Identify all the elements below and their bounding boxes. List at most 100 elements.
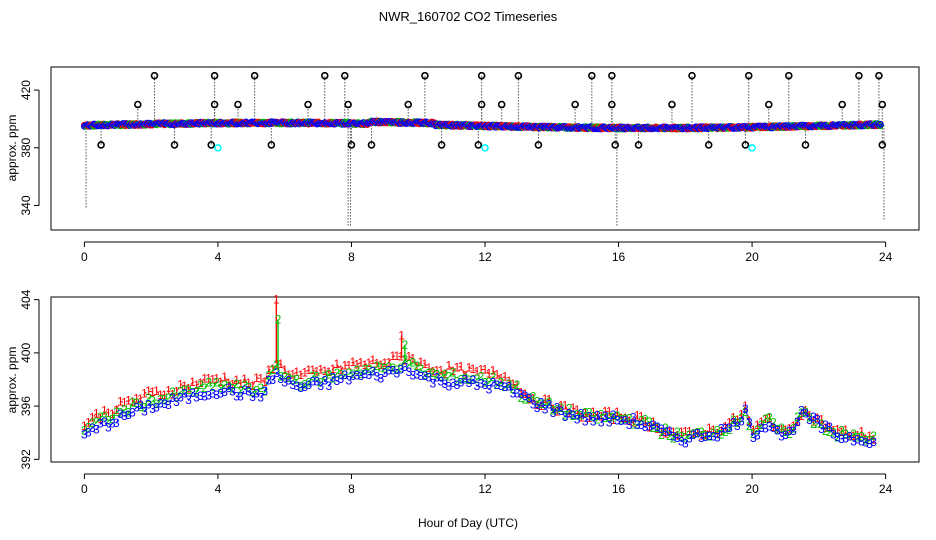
series-point-2: 2 bbox=[726, 423, 733, 437]
series-point-2: 2 bbox=[558, 401, 565, 415]
series-point-3: 3 bbox=[790, 424, 797, 438]
series-point-1: 1 bbox=[526, 393, 533, 407]
series-point-2: 2 bbox=[113, 405, 120, 419]
series-point-3: 3 bbox=[305, 378, 312, 392]
series-point-1: 1 bbox=[662, 427, 669, 441]
series-point-1: 1 bbox=[109, 407, 116, 421]
series-point-3: 3 bbox=[622, 413, 629, 427]
series-point-1: 1 bbox=[798, 409, 805, 423]
series-point-2: 2 bbox=[149, 394, 156, 408]
series-point-1: 1 bbox=[670, 425, 677, 439]
series-point-1: 1 bbox=[157, 388, 164, 402]
outlier-point bbox=[878, 141, 887, 149]
series-point-1: 1 bbox=[610, 413, 617, 427]
peak-point: 1 bbox=[273, 293, 280, 307]
series-point-1: 1 bbox=[794, 415, 801, 429]
series-point-2: 2 bbox=[678, 430, 685, 444]
series-point-3: 3 bbox=[426, 370, 433, 384]
series-point-1: 1 bbox=[570, 401, 577, 415]
series-point-1: 1 bbox=[89, 410, 96, 424]
series-point-2: 2 bbox=[169, 385, 176, 399]
series-point-1: 1 bbox=[770, 420, 777, 434]
series-point-1: 1 bbox=[141, 387, 148, 401]
series-point-1: 1 bbox=[117, 395, 124, 409]
series-point-3: 3 bbox=[734, 419, 741, 433]
series-point-2: 2 bbox=[446, 369, 453, 383]
outlier-point bbox=[534, 141, 543, 149]
series-point-1: 1 bbox=[602, 404, 609, 418]
series-point-3: 3 bbox=[149, 402, 156, 416]
series-point-3: 3 bbox=[89, 421, 96, 435]
series-point-2: 2 bbox=[177, 384, 184, 398]
series-point-3: 3 bbox=[406, 365, 413, 379]
series-point-3: 3 bbox=[229, 384, 236, 398]
series-point-2: 2 bbox=[81, 424, 88, 438]
series-point-3: 3 bbox=[498, 379, 505, 393]
series-point-1: 1 bbox=[145, 384, 152, 398]
series-point-1: 1 bbox=[105, 406, 112, 420]
series-point-2: 2 bbox=[522, 392, 529, 406]
series-point-2: 2 bbox=[341, 368, 348, 382]
series-point-2: 2 bbox=[137, 400, 144, 414]
series-point-3: 3 bbox=[838, 432, 845, 446]
series-point-3: 3 bbox=[177, 390, 184, 404]
series-point-1: 1 bbox=[249, 379, 256, 393]
series-point-1: 1 bbox=[149, 385, 156, 399]
series-point-3: 3 bbox=[562, 410, 569, 424]
series-point-1: 1 bbox=[386, 355, 393, 369]
series-point-3: 3 bbox=[550, 406, 557, 420]
series-point-2: 2 bbox=[93, 415, 100, 429]
series-point-3: 3 bbox=[201, 390, 208, 404]
series-point-2: 2 bbox=[506, 377, 513, 391]
series-point-3: 3 bbox=[570, 408, 577, 422]
peak-point: 2 bbox=[402, 338, 409, 352]
series-point-2: 2 bbox=[626, 411, 633, 425]
series-point-2: 2 bbox=[738, 411, 745, 425]
series-point-2: 2 bbox=[333, 366, 340, 380]
series-point-2: 2 bbox=[586, 405, 593, 419]
series-line-1 bbox=[84, 355, 874, 440]
series-point-3: 3 bbox=[858, 435, 865, 449]
series-point-1: 1 bbox=[133, 392, 140, 406]
series-point-1: 1 bbox=[185, 382, 192, 396]
outlier-point bbox=[437, 141, 446, 149]
peak-point: 1 bbox=[398, 329, 405, 343]
series-point-3: 3 bbox=[458, 375, 465, 389]
series-point-3: 3 bbox=[706, 429, 713, 443]
series-point-1: 1 bbox=[253, 371, 260, 385]
series-point-3: 3 bbox=[446, 379, 453, 393]
series-point-1: 1 bbox=[590, 405, 597, 419]
series-point-3: 3 bbox=[782, 428, 789, 442]
series-point-1: 1 bbox=[698, 429, 705, 443]
series-point-2: 2 bbox=[165, 391, 172, 405]
series-point-3: 3 bbox=[438, 374, 445, 388]
series-point-3: 3 bbox=[249, 390, 256, 404]
series-point-2: 2 bbox=[698, 425, 705, 439]
series-point-2: 2 bbox=[418, 362, 425, 376]
series-point-2: 2 bbox=[265, 369, 272, 383]
outlier-point bbox=[878, 100, 887, 109]
series-point-3: 3 bbox=[369, 365, 376, 379]
series-point-1: 1 bbox=[434, 364, 441, 378]
series-point-1: 1 bbox=[654, 422, 661, 436]
series-point-2: 2 bbox=[590, 410, 597, 424]
series-point-1: 1 bbox=[450, 364, 457, 378]
chart-title: NWR_160702 CO2 Timeseries bbox=[379, 9, 558, 24]
series-point-3: 3 bbox=[566, 407, 573, 421]
outlier-point bbox=[741, 141, 750, 149]
outlier-point bbox=[608, 71, 616, 80]
series-point-1: 1 bbox=[854, 429, 861, 443]
series-point-1: 1 bbox=[197, 376, 204, 390]
series-point-2: 2 bbox=[105, 414, 112, 428]
x-tick-label: 20 bbox=[745, 250, 759, 264]
series-point-1: 1 bbox=[646, 421, 653, 435]
series-point-1: 1 bbox=[534, 398, 541, 412]
series-point-2: 2 bbox=[510, 382, 517, 396]
series-point-3: 3 bbox=[265, 374, 272, 388]
series-point-2: 2 bbox=[810, 417, 817, 431]
series-point-3: 3 bbox=[850, 434, 857, 448]
series-point-2: 2 bbox=[434, 367, 441, 381]
y-tick-label: 340 bbox=[19, 195, 33, 215]
series-point-1: 1 bbox=[438, 364, 445, 378]
series-point-3: 3 bbox=[317, 379, 324, 393]
